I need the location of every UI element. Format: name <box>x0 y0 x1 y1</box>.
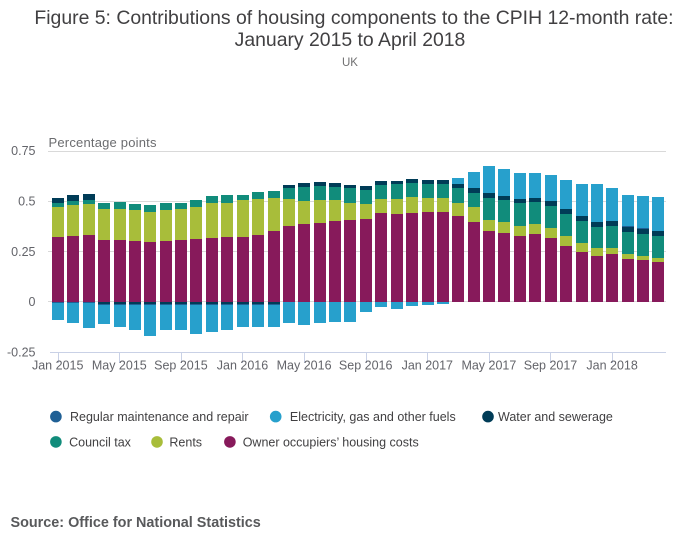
svg-text:0.75: 0.75 <box>11 144 35 158</box>
svg-text:Water and sewerage: Water and sewerage <box>498 410 613 424</box>
svg-text:Sep 2016: Sep 2016 <box>339 359 393 373</box>
svg-text:-0.25: -0.25 <box>7 346 36 360</box>
svg-text:Jan 2015: Jan 2015 <box>32 359 83 373</box>
svg-text:0.25: 0.25 <box>11 245 35 259</box>
svg-text:Jan 2018: Jan 2018 <box>586 359 637 373</box>
svg-text:Figure 5: Contributions of hou: Figure 5: Contributions of housing compo… <box>34 7 673 29</box>
svg-text:Electricity, gas and other fue: Electricity, gas and other fuels <box>290 410 456 424</box>
svg-text:May 2017: May 2017 <box>461 359 516 373</box>
svg-text:January 2015 to April 2018: January 2015 to April 2018 <box>235 29 466 51</box>
svg-text:Owner occupiers’ housing costs: Owner occupiers’ housing costs <box>243 435 419 449</box>
svg-text:0.5: 0.5 <box>18 195 35 209</box>
svg-text:0: 0 <box>29 295 36 309</box>
svg-text:Sep 2015: Sep 2015 <box>154 359 208 373</box>
svg-text:Rents: Rents <box>169 435 202 449</box>
svg-text:Sep 2017: Sep 2017 <box>524 359 578 373</box>
svg-text:Council tax: Council tax <box>69 435 132 449</box>
svg-text:Jan 2016: Jan 2016 <box>217 359 268 373</box>
svg-text:Source: Office for National St: Source: Office for National Statistics <box>11 515 261 531</box>
svg-text:Jan 2017: Jan 2017 <box>402 359 453 373</box>
svg-text:UK: UK <box>342 57 358 69</box>
svg-text:May 2015: May 2015 <box>92 359 147 373</box>
svg-text:May 2016: May 2016 <box>277 359 332 373</box>
svg-text:Regular maintenance and repair: Regular maintenance and repair <box>70 410 249 424</box>
svg-text:Percentage points: Percentage points <box>49 135 157 150</box>
